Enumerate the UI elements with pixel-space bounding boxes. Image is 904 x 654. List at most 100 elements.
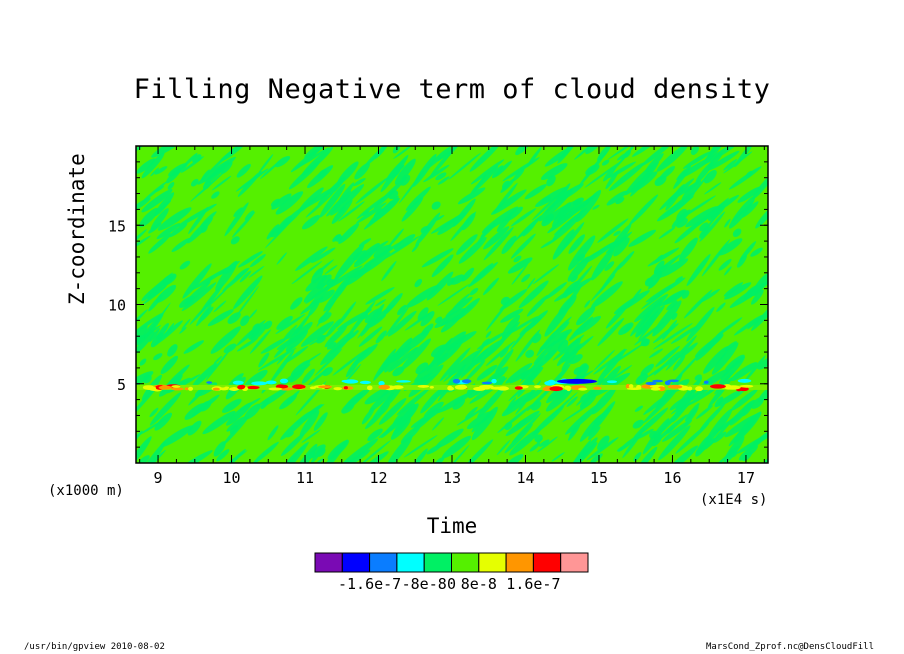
field-blob [724, 282, 752, 300]
field-blob [179, 450, 213, 463]
field-blob [192, 154, 202, 163]
field-blob [363, 451, 389, 463]
field-blob [468, 262, 499, 288]
field-blob [390, 417, 411, 440]
field-blob [540, 237, 558, 249]
field-blob [605, 302, 630, 329]
field-blob [591, 274, 616, 302]
field-blob [508, 316, 538, 335]
colorbar-label: 1.6e-7 [506, 575, 560, 593]
field-blob [183, 340, 205, 354]
field-blob [221, 161, 233, 174]
feature-blob [396, 380, 411, 383]
field-blob [531, 349, 557, 372]
field-blob [300, 321, 334, 347]
field-blob [675, 276, 684, 282]
field-blob [494, 321, 521, 349]
field-blob [156, 284, 177, 303]
field-blob [690, 146, 699, 155]
field-blob [258, 352, 270, 368]
field-blob [695, 405, 713, 419]
field-blob [470, 159, 505, 185]
field-blob [649, 348, 664, 358]
colorbar-cell [423, 552, 453, 573]
field-blob [167, 181, 175, 190]
field-blob [305, 192, 334, 218]
field-blob [207, 287, 228, 308]
field-blob [465, 406, 478, 419]
field-blob [557, 339, 569, 353]
field-blob [502, 157, 540, 182]
field-blob [743, 355, 766, 383]
field-blob [471, 344, 486, 362]
field-blob [316, 297, 338, 327]
field-blob [149, 392, 182, 426]
field-blob [608, 162, 645, 192]
field-blob [136, 383, 160, 417]
field-blob [182, 263, 212, 299]
field-blob [136, 229, 147, 247]
y-axis-unit: (x1000 m) [48, 483, 124, 499]
field-blob [452, 198, 476, 227]
colorbar-cell [314, 552, 343, 573]
feature-blob [593, 386, 602, 390]
field-blob [716, 302, 726, 312]
field-blob [363, 199, 399, 230]
field-blob [154, 166, 168, 175]
feature-blob [429, 385, 434, 389]
colorbar-cell [560, 552, 589, 573]
field-blob [575, 189, 602, 223]
field-blob [613, 230, 621, 236]
feature-blob [206, 381, 213, 384]
field-blob [713, 431, 727, 443]
feature-blob [343, 386, 348, 390]
feature-blob [650, 387, 661, 391]
field-blob [658, 227, 676, 239]
field-blob [213, 355, 222, 365]
footer-left: /usr/bin/gpview 2010-08-02 [24, 642, 165, 652]
field-blob [356, 202, 387, 224]
field-blob [184, 403, 205, 420]
field-blob [420, 226, 430, 234]
colorbar-cell [478, 552, 507, 573]
field-blob [230, 236, 240, 245]
field-blob [665, 335, 697, 371]
feature-blob [231, 386, 237, 391]
feature-blob [645, 381, 657, 386]
field-blob [181, 282, 217, 312]
field-blob [231, 211, 256, 238]
field-blob [738, 445, 759, 461]
field-blob [216, 449, 230, 462]
feature-blob [171, 385, 181, 388]
field-blob [361, 407, 375, 425]
field-blob [327, 439, 350, 460]
field-blob [695, 438, 717, 454]
field-blob [558, 295, 577, 316]
field-blob [485, 330, 492, 338]
field-blob [238, 398, 261, 412]
field-blob [476, 364, 498, 381]
field-blob [556, 351, 570, 367]
field-blob [471, 406, 498, 441]
field-blob [136, 158, 156, 174]
field-blob [699, 403, 726, 431]
field-blob [544, 282, 568, 300]
field-blob [380, 154, 409, 193]
field-blob [529, 442, 541, 452]
field-blob [746, 430, 768, 452]
field-blob [211, 191, 220, 199]
field-blob [330, 184, 365, 216]
field-blob [276, 315, 293, 330]
field-blob [213, 300, 227, 313]
field-blob [476, 230, 488, 245]
field-blob [249, 309, 258, 319]
field-blob [618, 322, 634, 336]
field-blob [227, 373, 244, 388]
field-blob [280, 433, 305, 456]
field-blob [196, 305, 212, 327]
field-blob [368, 314, 387, 328]
field-blob [724, 354, 745, 372]
field-blob [707, 150, 740, 171]
field-blob [728, 418, 757, 447]
field-blob [568, 316, 594, 341]
